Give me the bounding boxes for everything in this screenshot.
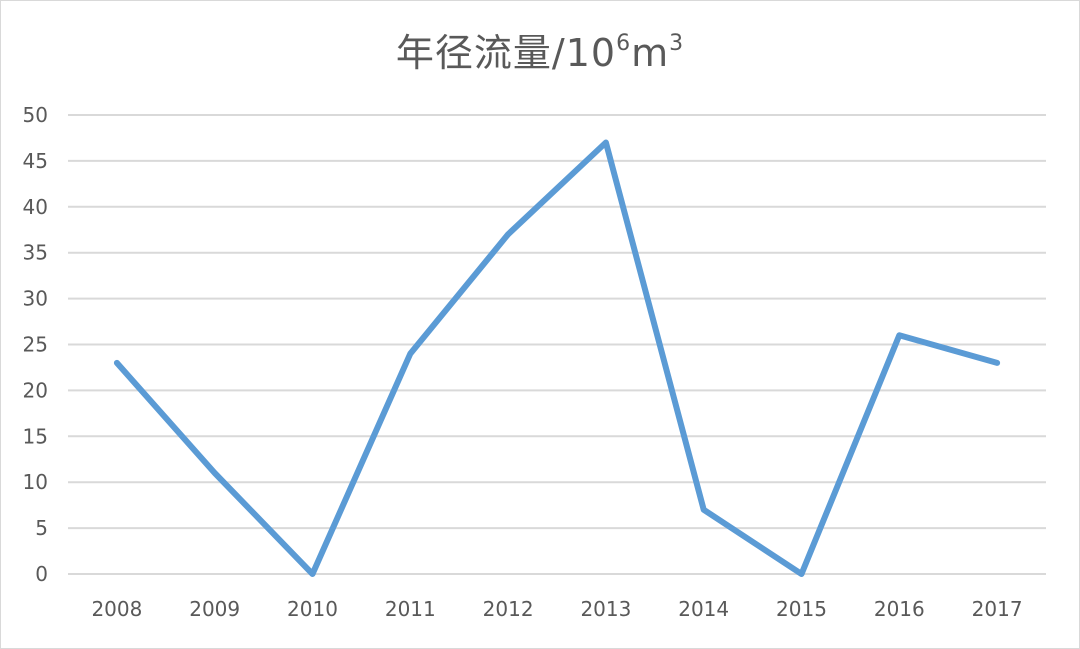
chart-title-exponent-1: 6 xyxy=(616,31,632,56)
x-tick-label: 2009 xyxy=(189,597,240,621)
series-line xyxy=(113,139,1001,577)
y-tick-label: 50 xyxy=(23,103,48,127)
y-tick-label: 40 xyxy=(23,195,48,219)
y-tick-label: 35 xyxy=(23,241,48,265)
x-tick-label: 2013 xyxy=(580,597,631,621)
x-axis-ticks: 2008 2009 2010 2011 2012 2013 2014 2015 2016 2017 xyxy=(91,597,1022,621)
x-tick-label: 2016 xyxy=(874,597,925,621)
y-tick-label: 0 xyxy=(35,562,48,586)
gridlines xyxy=(68,114,1046,575)
chart-title-exponent-2: 3 xyxy=(669,31,685,56)
chart-title-main: 年径流量/10 xyxy=(395,31,617,75)
y-axis-ticks: 0 5 10 15 20 25 30 35 40 45 50 xyxy=(23,103,48,586)
y-tick-label: 30 xyxy=(23,287,48,311)
x-tick-label: 2012 xyxy=(483,597,534,621)
chart-title: 年径流量/106m3 xyxy=(0,22,1080,77)
x-tick-label: 2011 xyxy=(385,597,436,621)
y-tick-label: 15 xyxy=(23,424,48,448)
x-tick-label: 2017 xyxy=(972,597,1023,621)
y-tick-label: 25 xyxy=(23,333,48,357)
y-tick-label: 45 xyxy=(23,149,48,173)
x-tick-label: 2010 xyxy=(287,597,338,621)
chart-title-unit: m xyxy=(631,31,670,75)
x-tick-label: 2014 xyxy=(678,597,729,621)
x-tick-label: 2015 xyxy=(776,597,827,621)
y-tick-label: 10 xyxy=(23,470,48,494)
y-tick-label: 20 xyxy=(23,378,48,402)
x-tick-label: 2008 xyxy=(91,597,142,621)
y-tick-label: 5 xyxy=(35,516,48,540)
series-lines xyxy=(113,139,1001,577)
